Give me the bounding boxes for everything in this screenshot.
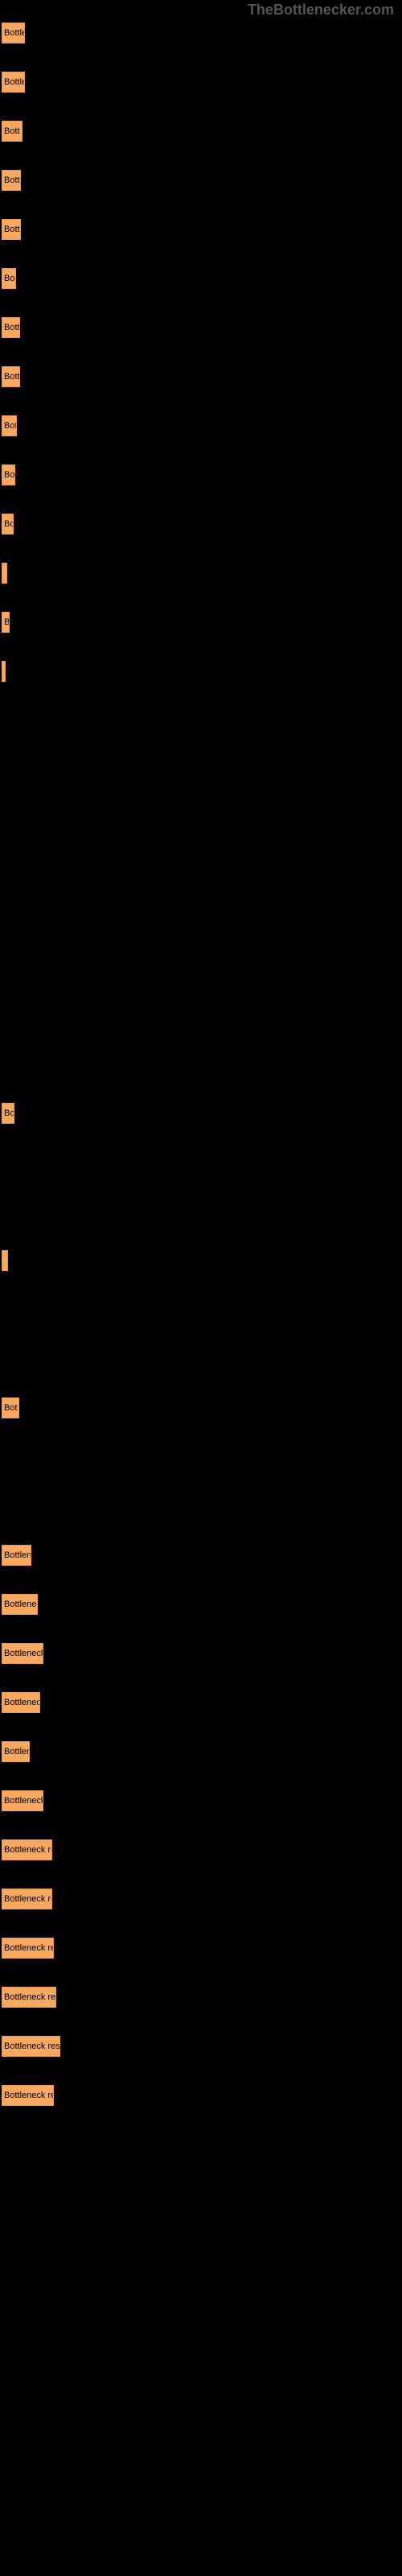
bar-row: Bo: [2, 514, 402, 535]
bar-row: [2, 1250, 402, 1271]
bar: Bott: [2, 219, 21, 240]
bar: Bot: [2, 1397, 19, 1418]
bar-row: Bo: [2, 268, 402, 289]
bar-row: Bottlenec: [2, 1692, 402, 1713]
bar: Bo: [2, 268, 16, 289]
bar-row: [2, 808, 402, 829]
bar: Bottlenec: [2, 1594, 38, 1615]
bar: Bottleneck re: [2, 2085, 54, 2106]
bar-row: Bo: [2, 1103, 402, 1124]
bar-row: [2, 1348, 402, 1369]
bar-row: [2, 906, 402, 927]
bar-row: Bottlene: [2, 1545, 402, 1566]
bar: Bottlen: [2, 1741, 30, 1762]
bar-row: [2, 1299, 402, 1320]
bar: Bottleneck re: [2, 1889, 52, 1909]
bar-row: Bottleneck re: [2, 1889, 402, 1909]
bar: [2, 1250, 8, 1271]
bar-row: Bottle: [2, 72, 402, 93]
bar-row: Bott: [2, 170, 402, 191]
bar-row: Bottleneck res: [2, 1938, 402, 1959]
bar-row: Bot: [2, 1397, 402, 1418]
bar: Bottleneck res: [2, 1987, 56, 2008]
bar-row: Bottleneck res: [2, 1987, 402, 2008]
bar: Bottle: [2, 23, 25, 43]
bar-row: [2, 1005, 402, 1026]
bar: Bot: [2, 415, 17, 436]
bar: B: [2, 612, 10, 633]
bar-row: Bo: [2, 464, 402, 485]
bar: Bottleneck resu: [2, 2036, 60, 2057]
bar-row: [2, 857, 402, 878]
bar: Bo: [2, 1103, 14, 1124]
bar-row: Bottlenec: [2, 1594, 402, 1615]
bar: Bottleneck re: [2, 1839, 52, 1860]
bar-row: Bottlen: [2, 1741, 402, 1762]
bar-row: Bottleneck re: [2, 1839, 402, 1860]
bar-row: [2, 1496, 402, 1517]
bar: [2, 563, 7, 584]
bar: Bottleneck res: [2, 1938, 54, 1959]
bar-row: Bott: [2, 219, 402, 240]
bar-row: Bott: [2, 317, 402, 338]
bar-row: Bottleneck re: [2, 2085, 402, 2106]
bar: Bottlene: [2, 1545, 31, 1566]
bar-row: [2, 1447, 402, 1468]
bar-row: [2, 1054, 402, 1075]
bar: Bott: [2, 121, 23, 142]
bar: Bott: [2, 317, 20, 338]
bar: Bottleneck: [2, 1790, 43, 1811]
bar-row: B: [2, 612, 402, 633]
bar-row: [2, 661, 402, 682]
bar: Bo: [2, 464, 15, 485]
bar: Bottleneck: [2, 1643, 43, 1664]
bar-row: Bottle: [2, 23, 402, 43]
bar-row: Bott: [2, 366, 402, 387]
bar: Bottle: [2, 72, 25, 93]
bar-row: Bottleneck: [2, 1790, 402, 1811]
bar-chart: Bottle Bottle Bott Bott Bott Bo Bott Bott Bot Bo B…: [0, 0, 402, 2106]
bar: Bott: [2, 366, 20, 387]
bar-row: [2, 563, 402, 584]
bar: [2, 661, 6, 682]
bar-row: [2, 759, 402, 780]
bar-row: Bottleneck resu: [2, 2036, 402, 2057]
bar-row: Bottleneck: [2, 1643, 402, 1664]
bar-row: Bott: [2, 121, 402, 142]
bar-row: [2, 710, 402, 731]
bar: Bott: [2, 170, 21, 191]
bar: Bo: [2, 514, 14, 535]
bar-row: [2, 1201, 402, 1222]
bar-row: [2, 956, 402, 976]
bar: Bottlenec: [2, 1692, 40, 1713]
bar-row: [2, 1152, 402, 1173]
bar-row: Bot: [2, 415, 402, 436]
